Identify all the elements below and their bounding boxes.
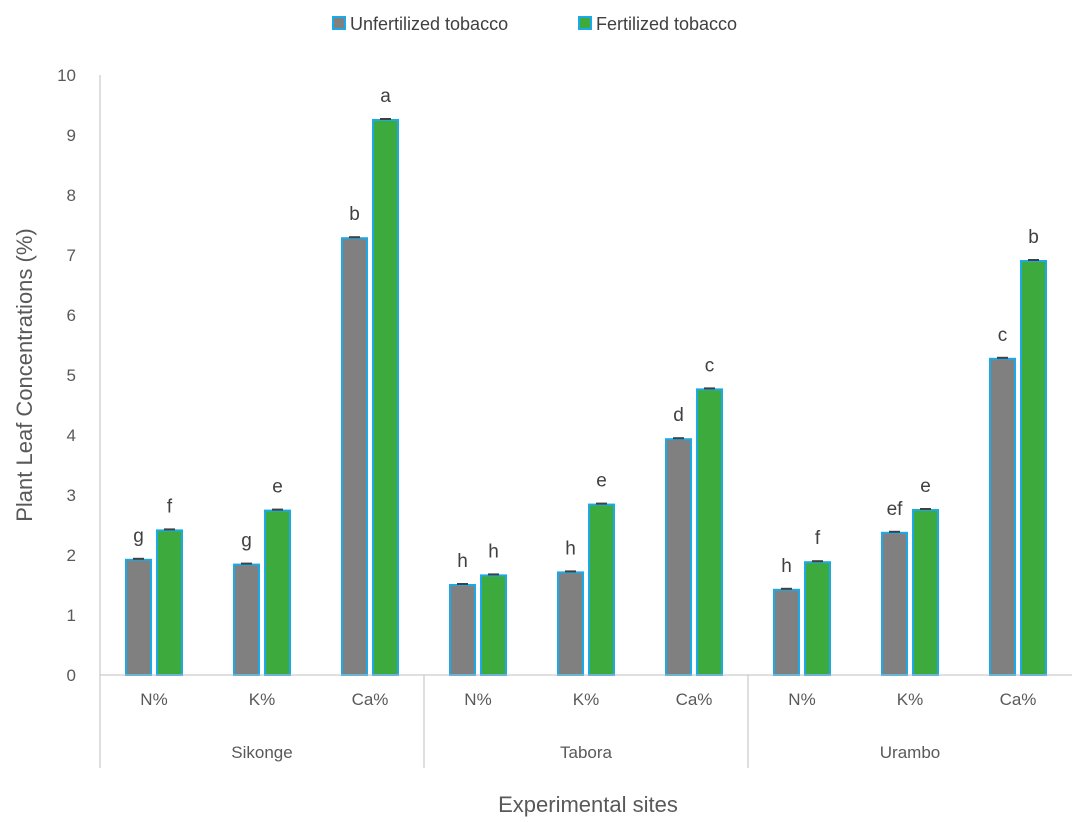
significance-label: a [380, 86, 391, 107]
bar-fertilized [156, 529, 183, 677]
bar-fertilized [1020, 260, 1047, 676]
x-category-label: K% [249, 690, 275, 709]
bar-fertilized [696, 388, 723, 676]
bar-unfertilized [557, 571, 584, 677]
significance-label: ef [887, 499, 904, 520]
bar-unfertilized [881, 531, 908, 676]
x-group-label: Urambo [880, 743, 940, 762]
x-category-label: N% [788, 690, 815, 709]
bar-fertilized [804, 561, 831, 677]
significance-label: e [596, 471, 607, 492]
x-axis-title: Experimental sites [498, 792, 678, 817]
x-category-label: Ca% [352, 690, 389, 709]
significance-label: e [272, 477, 283, 498]
y-tick-label: 8 [67, 186, 76, 205]
y-tick-label: 0 [67, 666, 76, 685]
bar-unfertilized [233, 563, 260, 676]
bar-fertilized [912, 509, 939, 676]
significance-label: d [673, 405, 684, 426]
x-group-label: Tabora [560, 743, 613, 762]
x-axis: N% K% Ca% N% K% Ca% N% K% Ca% Sikonge Tabora Urambo [99, 674, 1072, 768]
bar-fertilized [480, 574, 507, 677]
significance-label: g [133, 526, 144, 547]
significance-label: h [781, 556, 792, 577]
legend: Unfertilized tobacco Fertilized tobacco [332, 14, 737, 34]
x-category-label: K% [897, 690, 923, 709]
significance-label: e [920, 476, 931, 497]
y-tick-label: 9 [67, 126, 76, 145]
legend-swatch [332, 16, 346, 30]
bar-unfertilized [665, 438, 692, 677]
significance-label: b [349, 204, 360, 225]
bar-unfertilized [989, 357, 1016, 676]
y-tick-label: 7 [67, 246, 76, 265]
significance-label: b [1028, 227, 1039, 248]
bar-unfertilized [341, 237, 368, 676]
legend-swatch [578, 16, 592, 30]
legend-label: Unfertilized tobacco [350, 14, 508, 34]
bar-fertilized [372, 119, 399, 676]
x-category-label: K% [573, 690, 599, 709]
significance-label: c [705, 355, 715, 376]
significance-label: f [167, 496, 173, 517]
bar-fertilized [264, 509, 291, 676]
y-tick-label: 6 [67, 306, 76, 325]
legend-label: Fertilized tobacco [596, 14, 737, 34]
y-tick-label: 10 [57, 66, 76, 85]
y-axis-title: Plant Leaf Concentrations (%) [12, 228, 37, 522]
significance-label: h [488, 541, 499, 562]
x-category-label: Ca% [676, 690, 713, 709]
y-axis: 0 1 2 3 4 5 6 7 8 9 10 [57, 66, 101, 685]
significance-label: h [457, 551, 468, 572]
x-category-label: N% [140, 690, 167, 709]
bar-unfertilized [773, 588, 800, 676]
x-category-label: Ca% [1000, 690, 1037, 709]
bar-unfertilized [125, 558, 152, 676]
significance-label: c [998, 325, 1008, 346]
significance-label: h [565, 538, 576, 559]
significance-label: g [241, 531, 252, 552]
bar-unfertilized [449, 584, 476, 676]
significance-label: f [815, 528, 821, 549]
y-tick-label: 3 [67, 486, 76, 505]
y-tick-label: 5 [67, 366, 76, 385]
x-category-label: N% [464, 690, 491, 709]
bar-fertilized [588, 503, 615, 676]
y-tick-label: 4 [67, 426, 76, 445]
y-tick-label: 2 [67, 546, 76, 565]
y-tick-label: 1 [67, 606, 76, 625]
x-group-label: Sikonge [231, 743, 292, 762]
